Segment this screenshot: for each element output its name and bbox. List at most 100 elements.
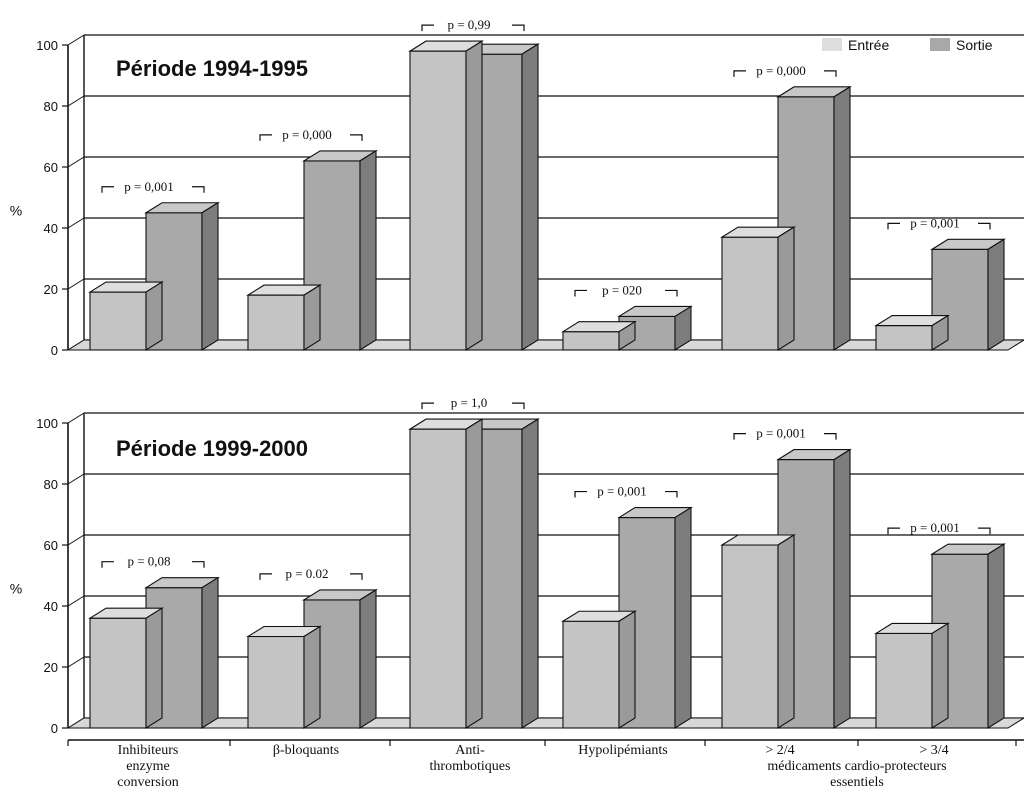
bar-sortie-side	[987, 543, 1005, 729]
bar-sortie-side	[359, 588, 377, 729]
grid-corner	[67, 156, 85, 168]
category-label: Inhibiteurs	[118, 743, 179, 758]
p-bracket-right	[350, 573, 363, 580]
grid-corner	[67, 217, 85, 229]
p-bracket-right	[665, 490, 678, 498]
p-value-label: p = 0,000	[282, 127, 332, 142]
legend-label-entree: Entrée	[848, 37, 889, 53]
p-bracket-left	[101, 186, 114, 193]
grid-corner	[67, 412, 85, 424]
grid-corner	[67, 473, 85, 485]
bar-entree-side	[303, 625, 321, 729]
y-tick-label: 40	[44, 221, 58, 236]
category-label: enzyme	[126, 759, 170, 774]
category-label: > 2/4	[765, 743, 794, 758]
bar-entree	[409, 428, 467, 729]
bar-entree	[875, 325, 933, 351]
p-bracket-right	[978, 222, 991, 230]
y-tick-label: 0	[51, 721, 58, 736]
grid-corner	[67, 278, 85, 290]
p-bracket-left	[887, 527, 900, 535]
bar-entree	[721, 236, 779, 351]
y-axis-label: %	[10, 203, 22, 219]
bar-entree	[247, 294, 305, 351]
category-group-label: médicaments cardio-protecteurs	[767, 759, 946, 774]
p-value-label: p = 0,001	[597, 484, 647, 499]
category-label: Hypolipémiants	[578, 743, 667, 758]
bar-entree-side	[618, 610, 636, 729]
y-tick-label: 80	[44, 99, 58, 114]
bar-entree-side	[931, 622, 949, 729]
panel-title: Période 1994-1995	[116, 56, 308, 81]
bar-entree-side	[931, 314, 949, 351]
y-tick-label: 60	[44, 538, 58, 553]
legend-swatch-sortie	[930, 38, 950, 51]
p-bracket-right	[978, 527, 991, 535]
y-tick-label: 100	[36, 38, 58, 53]
bar-entree	[562, 331, 620, 351]
p-value-label: p = 0,000	[756, 63, 806, 78]
p-bracket-left	[101, 561, 114, 568]
category-group-label: essentiels	[830, 775, 884, 790]
category-label: β-bloquants	[273, 743, 339, 758]
p-bracket-right	[665, 289, 678, 297]
p-bracket-left	[733, 70, 746, 77]
panel-1994: 0 20 40 60 80 100% Période 1994-1995 p = 0,001 p…	[10, 17, 1024, 358]
grid-corner	[67, 656, 85, 668]
bar-entree	[89, 617, 147, 729]
grid-corner	[67, 595, 85, 607]
bar-entree	[89, 291, 147, 351]
y-tick-label: 20	[44, 660, 58, 675]
legend: Entrée Sortie	[822, 37, 993, 53]
bar-entree	[721, 544, 779, 729]
y-tick-label: 60	[44, 160, 58, 175]
p-bracket-left	[733, 433, 746, 440]
bar-sortie-side	[359, 149, 377, 351]
p-bracket-right	[350, 134, 363, 141]
p-value-label: p = 0,001	[910, 215, 960, 230]
legend-label-sortie: Sortie	[956, 37, 993, 53]
bar-entree-side	[777, 534, 795, 729]
grid-corner	[67, 34, 85, 46]
bar-entree	[562, 620, 620, 729]
p-bracket-right	[192, 186, 205, 193]
bar-sortie-side	[674, 305, 692, 351]
y-tick-label: 0	[51, 343, 58, 358]
p-bracket-right	[512, 402, 525, 410]
p-value-label: p = 0,99	[447, 17, 490, 32]
category-label: conversion	[117, 775, 178, 790]
grid-corner	[67, 534, 85, 546]
bar-entree-side	[777, 226, 795, 351]
bar-entree	[409, 50, 467, 351]
p-bracket-right	[512, 24, 525, 32]
bar-sortie-side	[201, 201, 219, 351]
bar-sortie-side	[201, 576, 219, 729]
category-label: thrombotiques	[430, 759, 511, 774]
category-label: > 3/4	[919, 743, 948, 758]
p-bracket-left	[421, 24, 434, 32]
category-label: Anti-	[455, 743, 485, 758]
y-axis-label: %	[10, 581, 22, 597]
p-value-label: p = 0,08	[127, 554, 170, 569]
p-value-label: p = 0,001	[910, 520, 960, 535]
p-value-label: p = 020	[602, 282, 642, 297]
bar-sortie-side	[833, 448, 851, 729]
p-bracket-left	[574, 289, 587, 297]
y-tick-label: 20	[44, 282, 58, 297]
y-tick-label: 100	[36, 416, 58, 431]
p-bracket-left	[259, 134, 272, 141]
bar-entree-side	[145, 281, 163, 351]
p-bracket-left	[574, 490, 587, 498]
y-tick-label: 80	[44, 477, 58, 492]
p-value-label: p = 0,001	[124, 179, 174, 194]
bar-entree-side	[618, 320, 636, 351]
p-value-label: p = 1,0	[451, 395, 488, 410]
legend-swatch-entree	[822, 38, 842, 51]
bar-sortie-side	[987, 238, 1005, 351]
bar-sortie-side	[833, 85, 851, 351]
bar-entree-side	[145, 607, 163, 729]
bar-sortie-side	[521, 418, 539, 729]
bar-entree	[247, 635, 305, 729]
p-value-label: p = 0.02	[285, 566, 328, 581]
panel-1999: 0 20 40 60 80 100% Période 1999-2000 p = 0,08 p …	[10, 395, 1024, 736]
